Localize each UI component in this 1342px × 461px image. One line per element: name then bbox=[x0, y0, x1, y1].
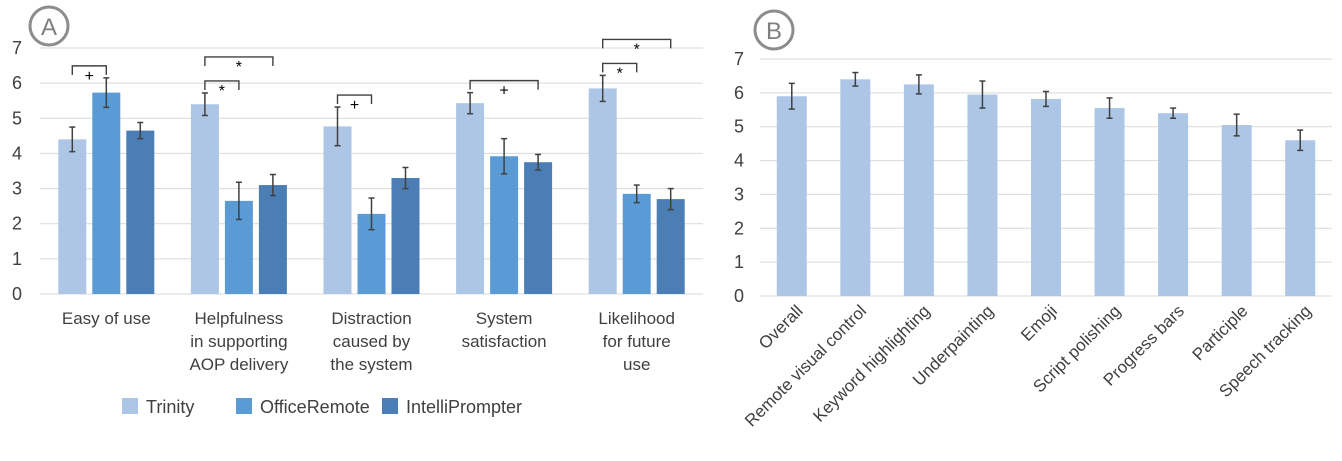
panel-a-significance-mark: + bbox=[499, 83, 508, 100]
panel-b-bar bbox=[776, 96, 807, 296]
panel-a-y-tick-label: 5 bbox=[12, 108, 22, 128]
panel-a-category-label: System satisfaction bbox=[462, 309, 547, 351]
panel-b-bar bbox=[1094, 108, 1125, 296]
panel-a-category-line: use bbox=[623, 355, 650, 374]
panel-a-significance: + * * + + * * bbox=[71, 38, 672, 114]
panel-a-bar bbox=[258, 185, 287, 294]
panel-b-category-label: Remote visual control bbox=[741, 301, 870, 430]
panel-a-significance-mark: * bbox=[236, 59, 242, 76]
panel-a-category-line: the system bbox=[330, 355, 412, 374]
panel-b-bar bbox=[1221, 125, 1252, 297]
panel-a-y-tick-label: 4 bbox=[12, 143, 22, 163]
panel-a-bar bbox=[656, 199, 685, 294]
panel-b-category-label: Emoji bbox=[1017, 301, 1060, 344]
panel-b-bar bbox=[967, 94, 998, 296]
panel-a-significance-mark: + bbox=[85, 68, 94, 85]
panel-b-y-tick-label: 4 bbox=[734, 151, 744, 171]
panel-a-category-line: Helpfulness bbox=[194, 309, 283, 328]
panel-a-significance-mark: * bbox=[634, 41, 640, 58]
panel-a-bar bbox=[622, 193, 651, 294]
panel-a-bar bbox=[524, 162, 553, 294]
panel-a-significance-bracket bbox=[336, 94, 373, 105]
panel-b-y-tick-label: 7 bbox=[734, 49, 744, 69]
panel-a-category-line: AOP delivery bbox=[189, 355, 288, 374]
panel-a-significance-bracket bbox=[469, 79, 539, 90]
panel-a-bar bbox=[58, 139, 87, 294]
panel-a-letter: A bbox=[41, 14, 57, 41]
panel-a-category-line: Easy of use bbox=[62, 309, 151, 328]
panel-b-bar bbox=[1031, 98, 1061, 296]
panel-a-significance-bracket bbox=[204, 56, 274, 66]
panel-a-bar bbox=[190, 104, 219, 294]
panel-a-significance-bracket bbox=[602, 38, 672, 49]
panel-a-significance-bracket bbox=[602, 62, 638, 73]
panel-b-bars bbox=[776, 71, 1316, 297]
panel-a-significance-mark: * bbox=[617, 65, 623, 82]
panel-a-category-label: Distraction caused by the system bbox=[330, 309, 412, 374]
panel-a-significance-mark: * bbox=[219, 83, 225, 100]
panel-b-y-ticks: 0 1 2 3 4 5 6 7 bbox=[734, 49, 744, 306]
panel-b-y-tick-label: 0 bbox=[734, 286, 744, 306]
panel-b-bar bbox=[1158, 113, 1189, 297]
panel-a-legend-swatch bbox=[382, 398, 398, 414]
panel-a-categories: Easy of use Helpfulness in supporting AOP d… bbox=[62, 309, 675, 374]
panel-b-category-label: Participle bbox=[1189, 301, 1252, 364]
panel-a-legend-swatch bbox=[236, 398, 252, 414]
panel-a-category-line: in supporting bbox=[190, 332, 287, 351]
panel-b-bar bbox=[1285, 140, 1316, 296]
panel-b-letter: B bbox=[766, 18, 782, 45]
panel-a-y-tick-label: 7 bbox=[12, 38, 22, 58]
panel-b-category-label: Overall bbox=[755, 301, 807, 353]
panel-b-bar bbox=[840, 79, 871, 296]
panel-a-bar bbox=[391, 178, 420, 294]
panel-b-y-tick-label: 5 bbox=[734, 117, 744, 137]
panel-a-category-label: Easy of use bbox=[62, 309, 151, 328]
panel-a-bar bbox=[490, 156, 519, 294]
panel-a-y-ticks: 0 1 2 3 4 5 6 7 bbox=[12, 38, 22, 304]
panel-a-badge bbox=[28, 5, 70, 47]
panel-a-y-tick-label: 6 bbox=[12, 73, 22, 93]
panel-a-category-label: Likelihood for future use bbox=[598, 309, 675, 374]
panel-a-y-tick-label: 0 bbox=[12, 284, 22, 304]
panel-a-y-tick-label: 3 bbox=[12, 179, 22, 199]
panel-a-category-line: caused by bbox=[333, 332, 411, 351]
panel-b-y-tick-label: 1 bbox=[734, 252, 744, 272]
panel-a-chart: A 0 1 2 3 4 5 6 7 + * * + + * * Easy of use Helpfulnes… bbox=[12, 5, 703, 417]
panel-a-bar bbox=[92, 92, 121, 294]
panel-b-y-tick-label: 3 bbox=[734, 184, 744, 204]
panel-b-badge bbox=[753, 9, 795, 51]
panel-a-legend-label: OfficeRemote bbox=[260, 397, 370, 417]
panel-a-bar bbox=[588, 88, 617, 295]
panel-a-category-line: for future bbox=[603, 332, 671, 351]
panel-a-category-line: satisfaction bbox=[462, 332, 547, 351]
panel-a-legend-label: IntelliPrompter bbox=[406, 397, 522, 417]
panel-a-bar bbox=[323, 126, 352, 295]
panel-a-category-line: Distraction bbox=[331, 309, 411, 328]
panel-a-category-label: Helpfulness in supporting AOP delivery bbox=[189, 309, 288, 374]
panel-a-bars bbox=[58, 74, 685, 295]
panel-b-y-tick-label: 2 bbox=[734, 218, 744, 238]
panel-a-category-line: System bbox=[476, 309, 533, 328]
panel-a-legend-label: Trinity bbox=[146, 397, 194, 417]
panel-a-y-tick-label: 2 bbox=[12, 214, 22, 234]
panel-a-bar bbox=[126, 130, 155, 294]
panel-a-significance-mark: + bbox=[350, 97, 359, 114]
panel-a-legend-swatch bbox=[122, 398, 138, 414]
panel-a-significance-bracket bbox=[204, 80, 240, 90]
panel-a-bar bbox=[456, 103, 485, 294]
panel-b-y-tick-label: 6 bbox=[734, 83, 744, 103]
panel-a-significance-bracket bbox=[71, 65, 107, 75]
panel-a-legend: Trinity OfficeRemote IntelliPrompter bbox=[122, 397, 522, 417]
panel-b-bar bbox=[903, 84, 934, 297]
panel-a-category-line: Likelihood bbox=[598, 309, 675, 328]
panel-a-y-tick-label: 1 bbox=[12, 249, 22, 269]
panel-b-category-label: Keyword highlighting bbox=[809, 301, 933, 425]
